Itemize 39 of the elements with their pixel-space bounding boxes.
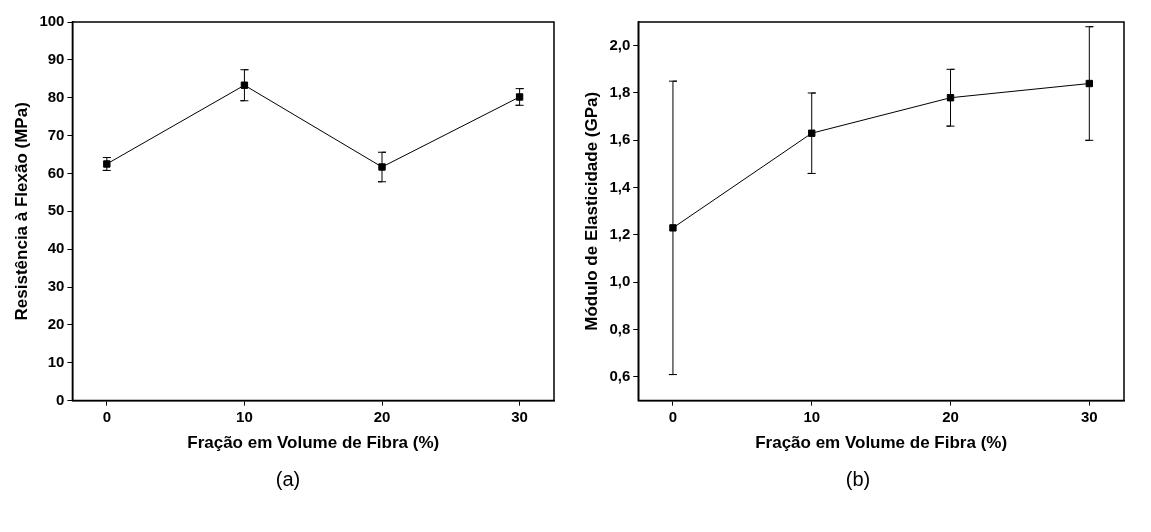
- x-tick-label: 0: [102, 407, 111, 425]
- y-tick-label: 70: [47, 125, 65, 143]
- x-tick-label: 20: [942, 407, 959, 425]
- y-tick-label: 1,0: [609, 272, 631, 290]
- point: [240, 81, 249, 89]
- x-tick-label: 20: [373, 407, 391, 425]
- y-tick-label: 90: [47, 50, 65, 67]
- point: [808, 129, 816, 137]
- y-axis-title: Resistência à Flexão (MPa): [11, 102, 31, 321]
- y-tick-label: 20: [47, 315, 65, 333]
- x-axis-title: Fração em Volume de Fibra (%): [755, 433, 1008, 453]
- y-tick-label: 10: [47, 352, 65, 370]
- x-tick-label: 10: [236, 407, 253, 425]
- y-tick-label: 50: [47, 201, 65, 219]
- y-tick-label: 0,8: [609, 319, 631, 337]
- x-axis-title: Fração em Volume de Fibra (%): [187, 433, 440, 453]
- y-tick-label: 100: [39, 12, 65, 30]
- x-tick-label: 30: [511, 407, 528, 425]
- text: (b): [844, 468, 872, 491]
- y-tick-label: 1,2: [609, 225, 631, 243]
- y-tick-label: 1,4: [609, 177, 631, 195]
- y-tick-label: 1,8: [609, 83, 631, 101]
- point: [1085, 79, 1093, 88]
- point: [378, 163, 386, 171]
- x-tick-label: 0: [668, 407, 678, 425]
- x-tick-label: 30: [1080, 407, 1098, 425]
- y-tick-label: 40: [47, 239, 65, 257]
- y-tick-label: 30: [47, 277, 65, 295]
- y-tick-label: 0: [56, 390, 65, 408]
- y-tick-label: 0,6: [609, 367, 631, 385]
- text: (a): [274, 468, 302, 491]
- y-tick-label: 2,0: [609, 35, 631, 53]
- point: [669, 224, 677, 232]
- y-axis-title: Módulo de Elasticidade (GPa): [581, 91, 601, 331]
- x-tick-label: 10: [803, 407, 821, 425]
- y-tick-label: 1,6: [609, 130, 631, 148]
- y-tick-label: 80: [47, 87, 65, 105]
- y-tick-label: 60: [47, 163, 65, 181]
- point: [946, 94, 955, 102]
